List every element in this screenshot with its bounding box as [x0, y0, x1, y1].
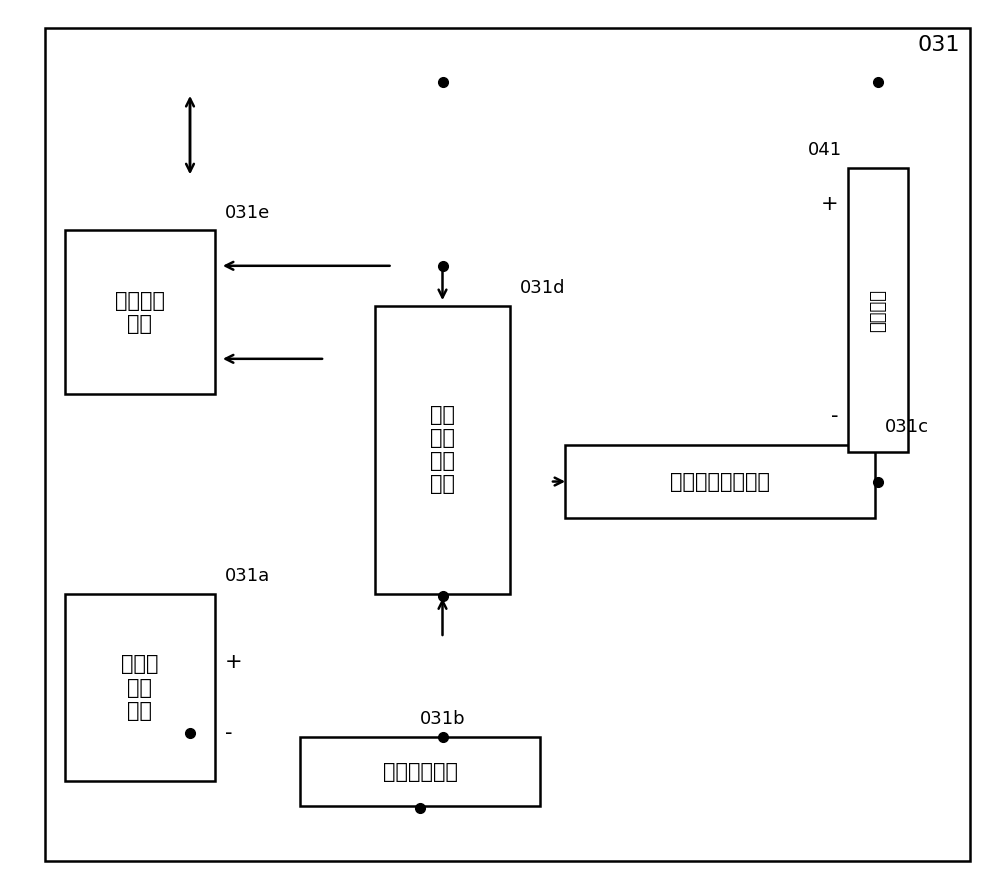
Text: 信号处理
装置: 信号处理 装置	[115, 291, 165, 334]
Bar	[300, 737, 540, 806]
Text: 电流强度控制装置: 电流强度控制装置	[670, 471, 770, 492]
Bar	[65, 230, 215, 394]
Bar	[848, 168, 908, 452]
Text: 031b: 031b	[420, 711, 466, 728]
Text: 031d: 031d	[520, 279, 566, 297]
Bar	[375, 306, 510, 594]
Text: 031c: 031c	[885, 418, 929, 436]
Text: 交直流
转换
装置: 交直流 转换 装置	[121, 655, 159, 720]
Text: -: -	[830, 407, 838, 426]
Text: 041: 041	[808, 142, 842, 159]
Bar	[65, 594, 215, 781]
Text: 电流检测装置: 电流检测装置	[383, 762, 458, 781]
Text: 充电电池: 充电电池	[869, 289, 887, 331]
Bar	[565, 445, 875, 518]
Text: +: +	[820, 194, 838, 214]
Text: +: +	[225, 652, 243, 672]
Text: 031e: 031e	[225, 204, 270, 222]
Text: -: -	[225, 723, 232, 742]
Text: 恒流
恒压
控制
装置: 恒流 恒压 控制 装置	[430, 405, 455, 494]
Text: 031a: 031a	[225, 567, 270, 585]
Text: 031: 031	[918, 35, 960, 56]
